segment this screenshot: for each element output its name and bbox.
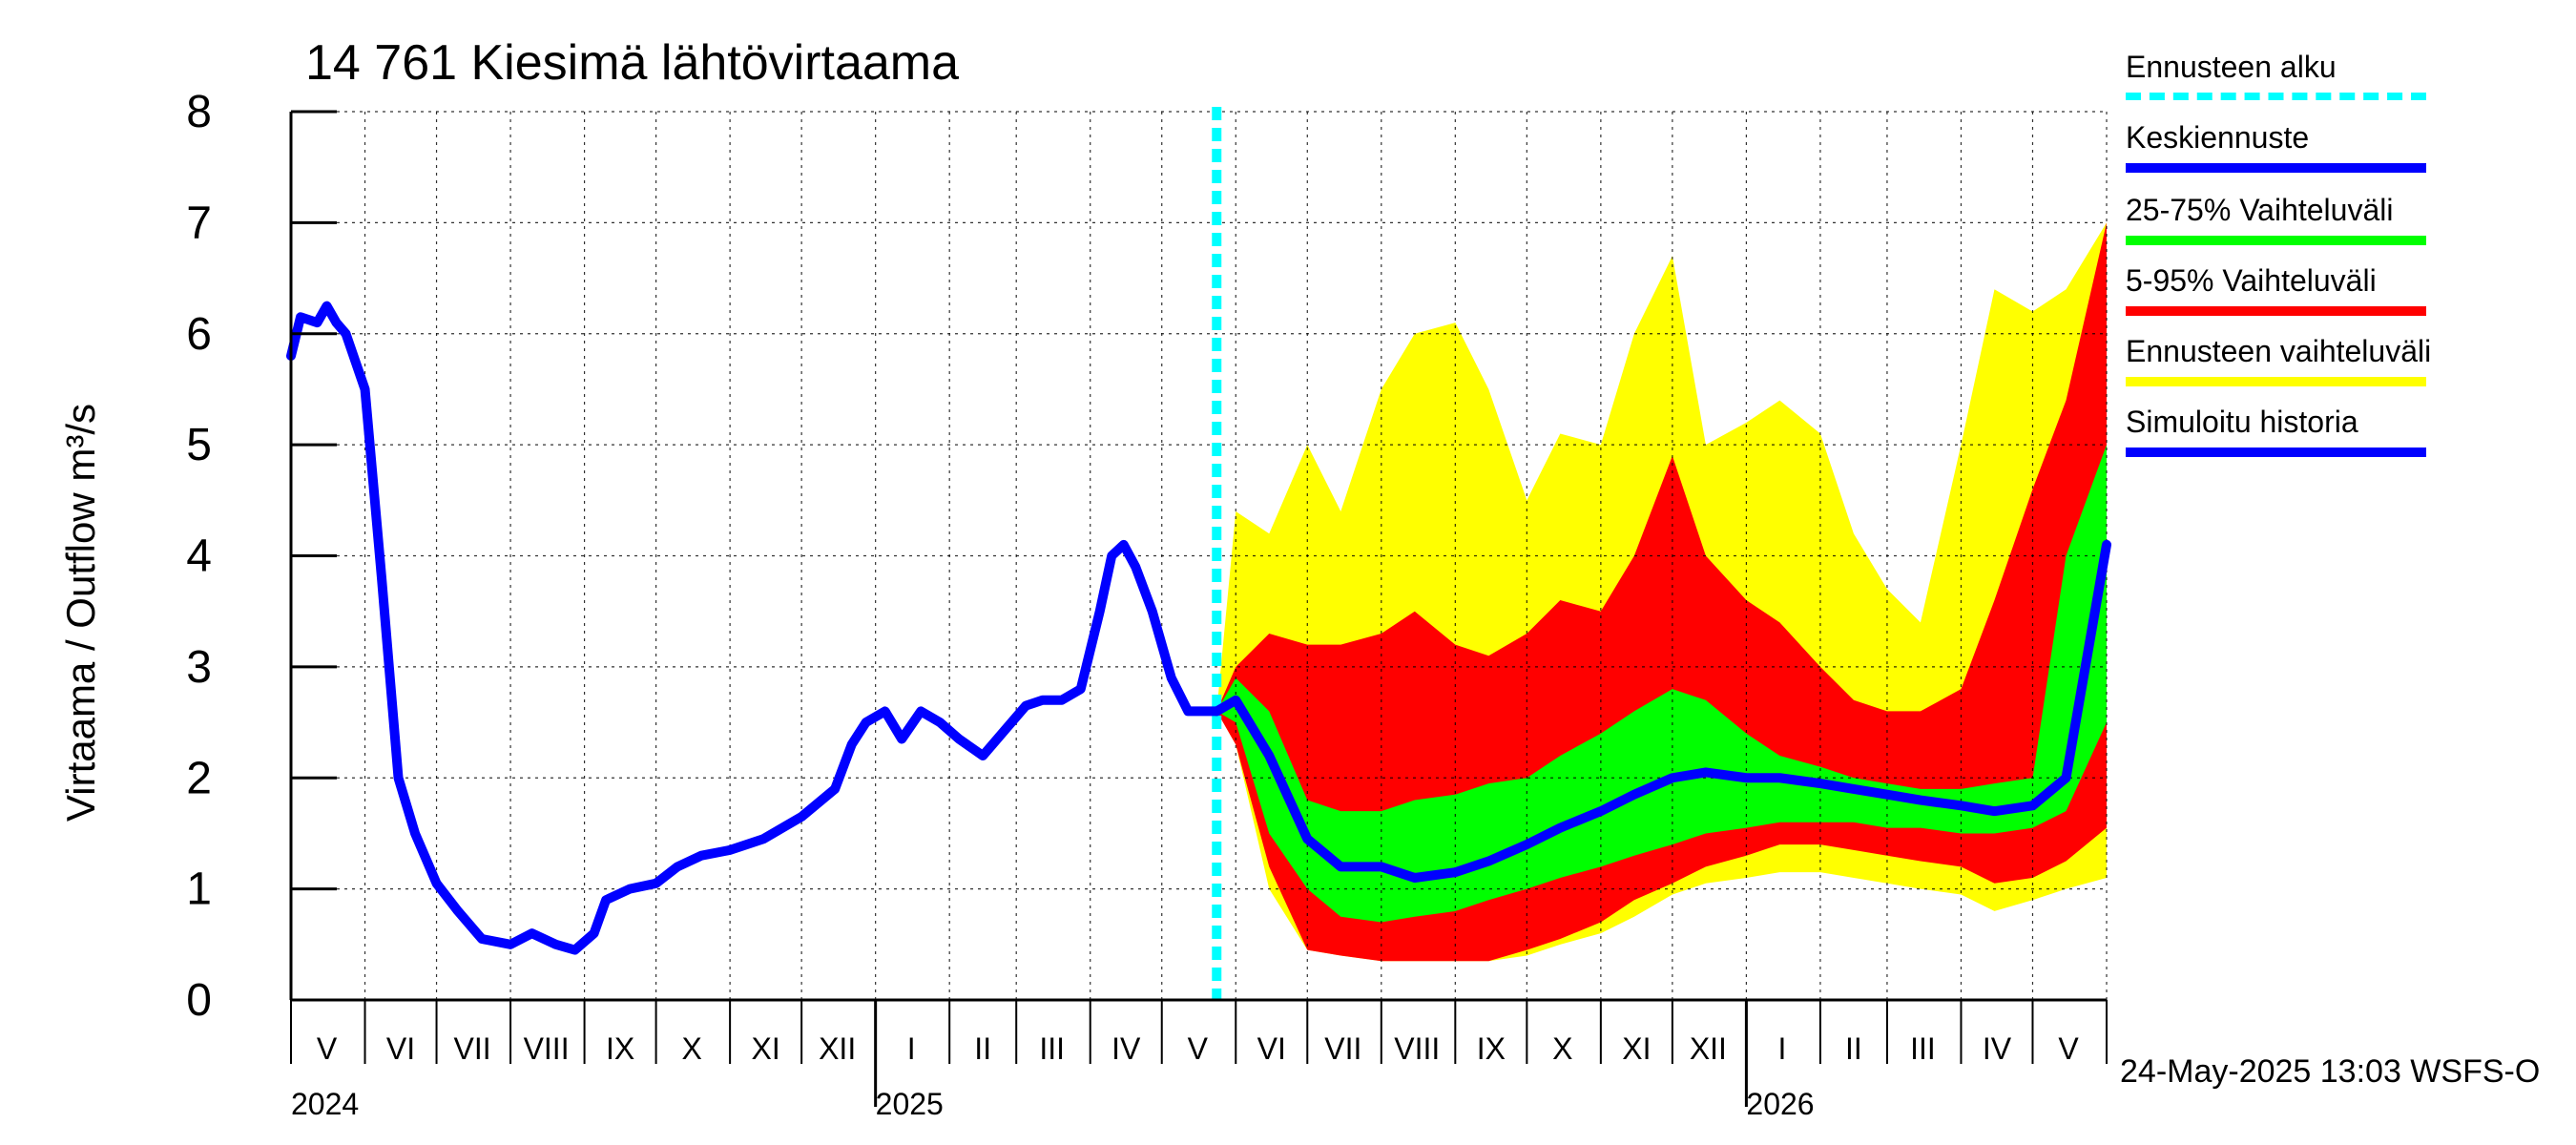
x-month-label: III [1039,1031,1065,1066]
x-year-label: 2026 [1746,1087,1814,1121]
x-month-label: VII [453,1031,490,1066]
legend-label: Ennusteen alku [2126,50,2337,84]
chart-title: 14 761 Kiesimä lähtövirtaama [305,35,960,91]
x-month-label: VII [1324,1031,1361,1066]
x-month-label: XII [819,1031,856,1066]
legend-item-mean-forecast: Keskiennuste [2126,120,2479,173]
x-month-label: V [1188,1031,1209,1066]
x-year-label: 2024 [291,1087,359,1121]
x-year-label: 2025 [876,1087,944,1121]
legend-swatch-blue-history [2126,448,2426,457]
series-line-simuloitu-historia [286,301,1222,955]
y-tick-label: 3 [186,642,212,693]
x-month-label: III [1910,1031,1936,1066]
legend-swatch-green [2126,236,2426,245]
y-tick-label: 7 [186,198,212,248]
x-month-label: V [317,1031,338,1066]
x-month-label: II [1845,1031,1862,1066]
legend-label: 25-75% Vaihteluväli [2126,193,2394,227]
x-month-label: V [2058,1031,2079,1066]
legend-item-5-95-range: 5-95% Vaihteluväli [2126,263,2479,316]
x-month-label: XII [1690,1031,1727,1066]
x-month-label: IV [1983,1031,2012,1066]
y-tick-label: 2 [186,753,212,803]
x-month-label: XI [752,1031,780,1066]
x-month-label: VIII [524,1031,570,1066]
x-month-label: VI [1257,1031,1286,1066]
y-tick-label: 4 [186,531,212,582]
x-month-label: VI [386,1031,415,1066]
y-axis-label: Virtaama / Outflow m³/s [58,403,103,822]
y-tick-label: 8 [186,87,212,137]
y-tick-label: 6 [186,309,212,360]
legend-swatch-red [2126,306,2426,316]
x-month-label: I [1777,1031,1786,1066]
legend-item-simulated-history: Simuloitu historia [2126,405,2479,457]
legend-swatch-cyan-dashed [2126,93,2426,100]
y-tick-label: 1 [186,864,212,915]
x-month-label: VIII [1394,1031,1440,1066]
x-month-label: X [1552,1031,1572,1066]
legend-label: Ennusteen vaihteluväli [2126,334,2432,368]
band-25-75-vaihteluv-li [1216,445,2107,923]
x-month-label: X [681,1031,701,1066]
x-month-label: II [974,1031,991,1066]
x-month-label: IV [1111,1031,1141,1066]
legend-swatch-blue [2126,163,2426,173]
x-month-label: IX [606,1031,634,1066]
legend-item-25-75-range: 25-75% Vaihteluväli [2126,193,2479,245]
y-tick-label: 5 [186,420,212,470]
series-line-keskiennuste [1212,539,2111,883]
y-tick-label: 0 [186,975,212,1026]
legend-item-forecast-start: Ennusteen alku [2126,50,2479,100]
legend-label: Keskiennuste [2126,120,2310,155]
legend-item-forecast-range: Ennusteen vaihteluväli [2126,334,2479,386]
x-month-label: I [907,1031,916,1066]
legend-label: Simuloitu historia [2126,405,2358,439]
band-5-95-vaihteluv-li [1216,222,2107,962]
x-month-label: XI [1622,1031,1651,1066]
legend-label: 5-95% Vaihteluväli [2126,263,2377,298]
timestamp: 24-May-2025 13:03 WSFS-O [2120,1053,2541,1090]
legend-swatch-yellow [2126,377,2426,386]
x-month-label: IX [1477,1031,1506,1066]
